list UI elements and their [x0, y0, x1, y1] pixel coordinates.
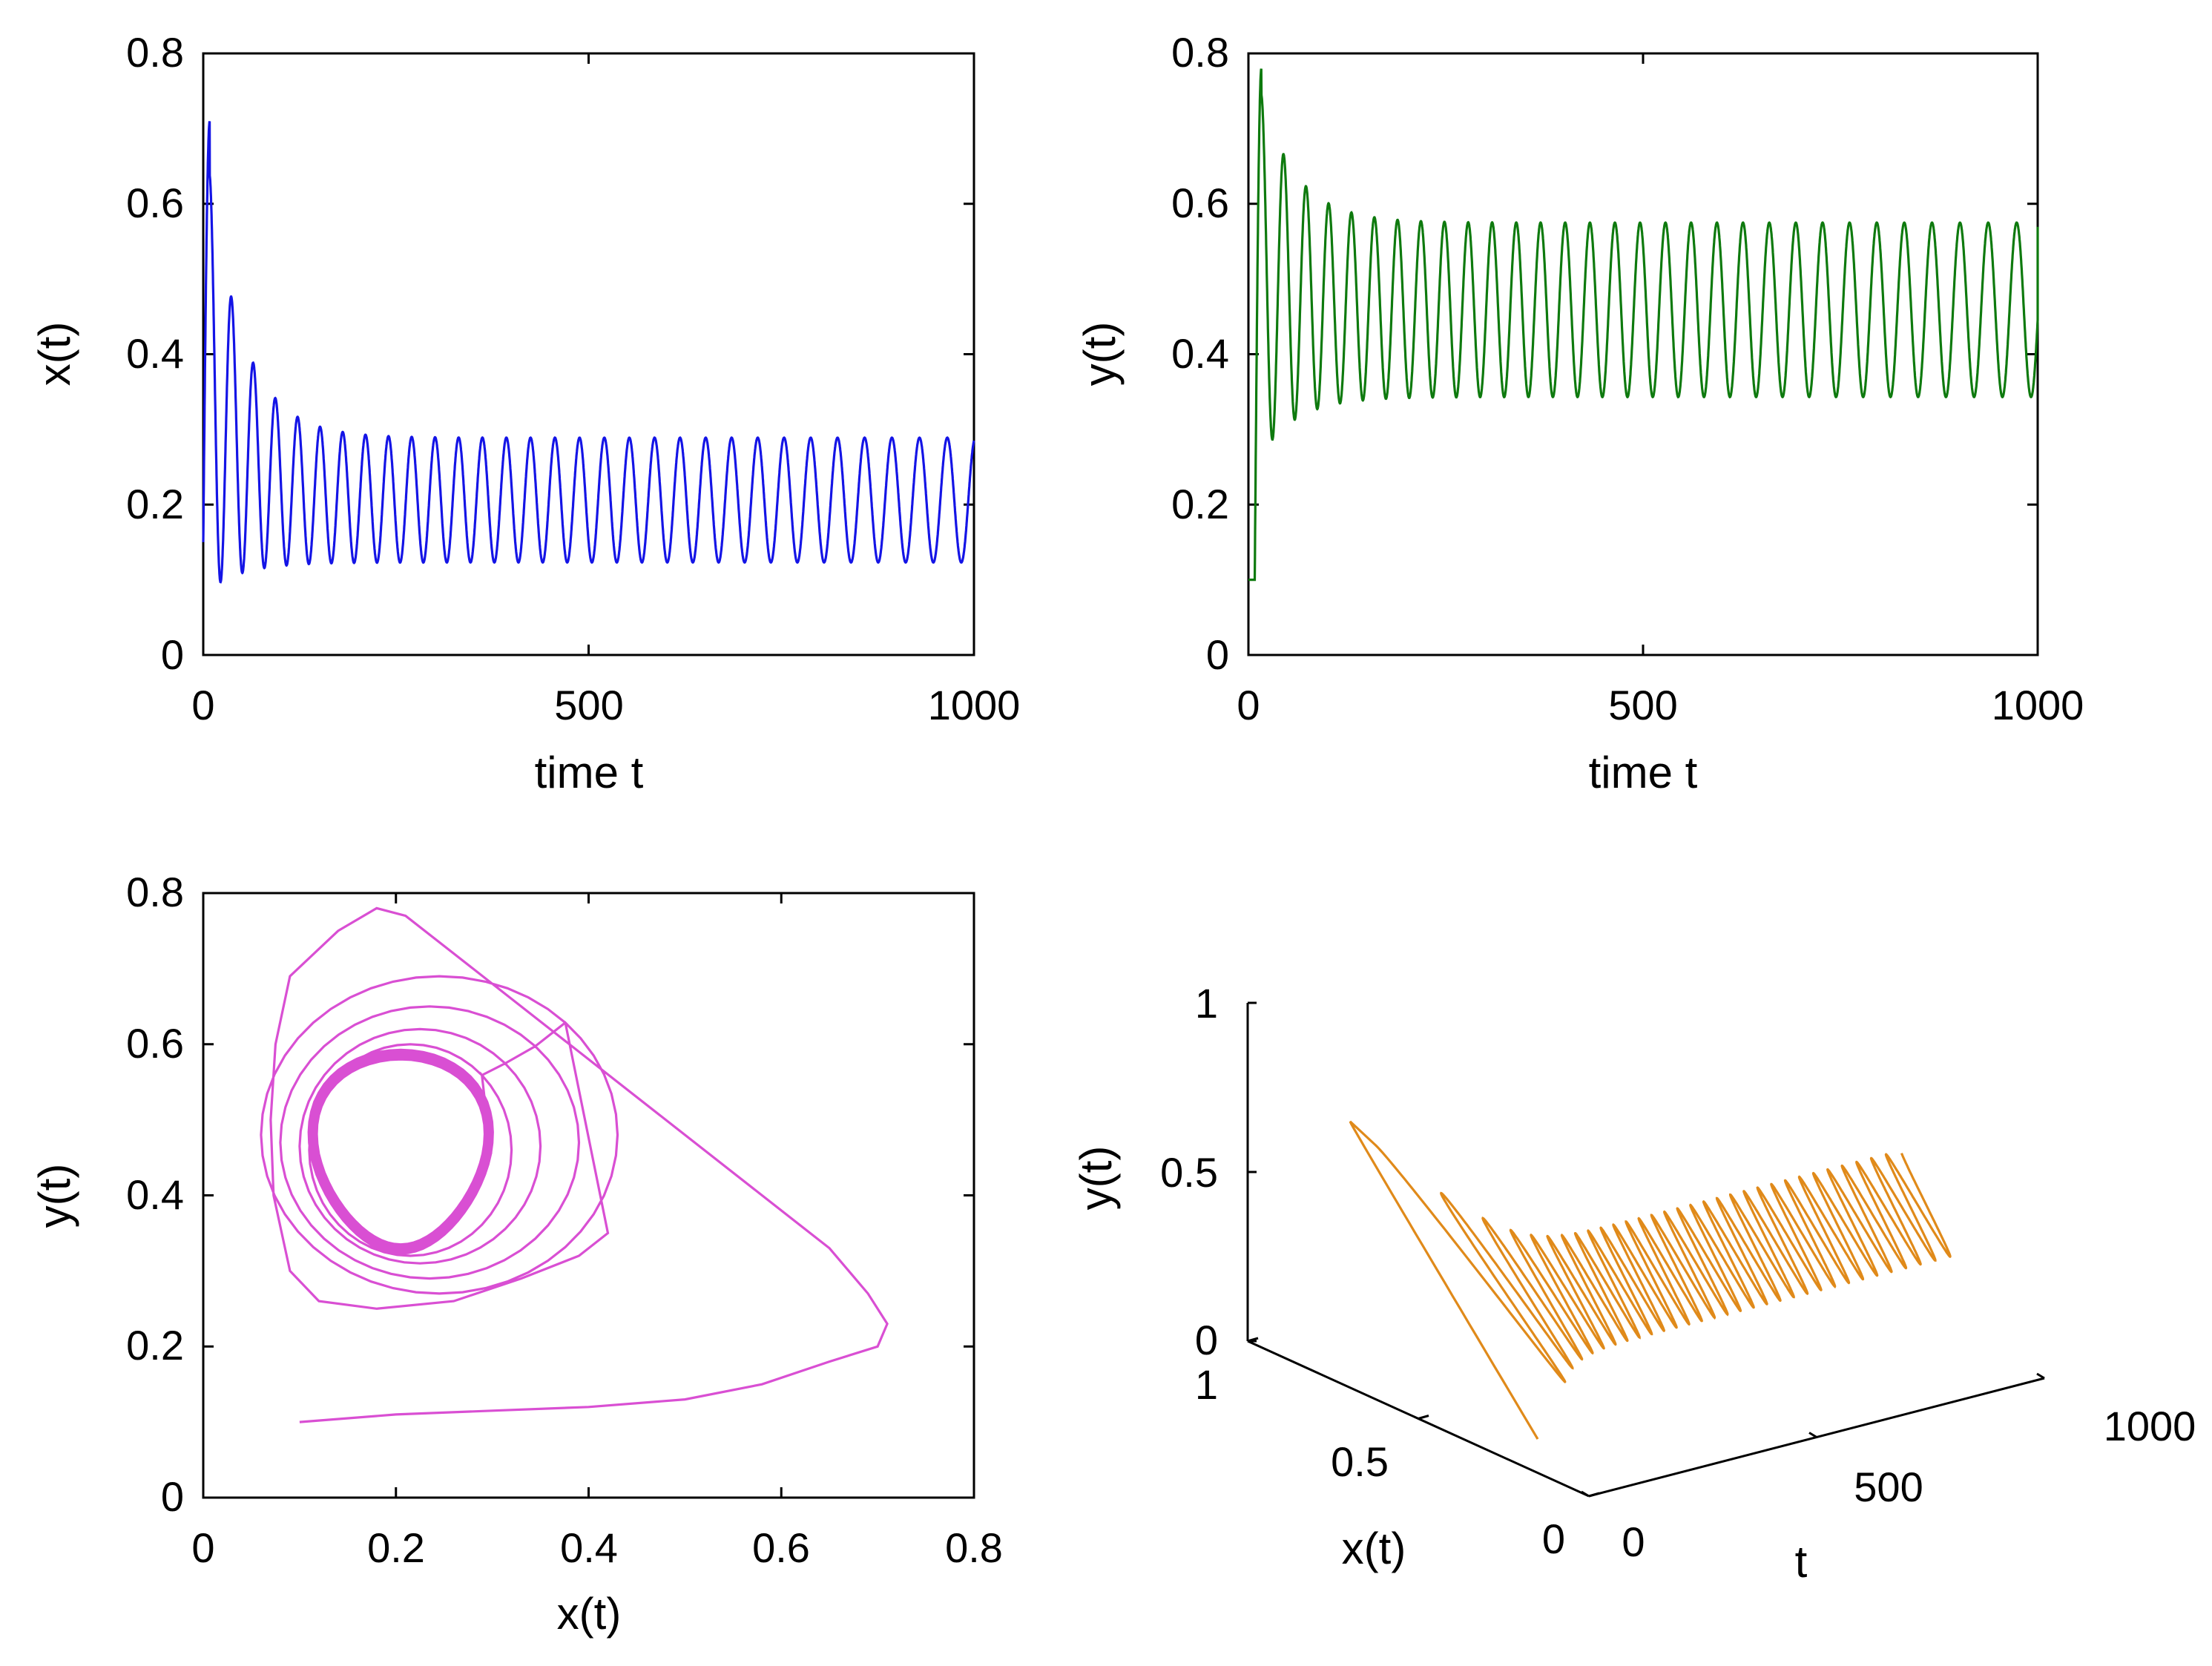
- y-series-line: [1248, 68, 2039, 582]
- x-series-line: [202, 121, 975, 584]
- y-axis-label: y(t): [30, 1164, 79, 1228]
- y-tick-label: 0.6: [126, 180, 184, 226]
- tick-mark: [1808, 1432, 1817, 1438]
- y-tick-label: 0.2: [126, 1322, 184, 1369]
- x-tick-label: 0.6: [752, 1524, 810, 1571]
- x-tick-label: 0.2: [367, 1524, 425, 1571]
- t-tick-label: 1000: [2104, 1403, 2196, 1449]
- tick-mark: [1418, 1415, 1429, 1420]
- x-tick-label: 0: [191, 682, 214, 728]
- y-tick-label: 0.8: [1171, 29, 1229, 76]
- x-tick-label: 1000: [928, 682, 1021, 728]
- y-tick-label: 0.8: [126, 869, 184, 915]
- x-tick-label: 0.4: [560, 1524, 618, 1571]
- t-tick-label: 500: [1854, 1463, 1923, 1510]
- phase-trajectory-line: [260, 906, 889, 1423]
- x-tick-label: 500: [554, 682, 623, 728]
- panel-phase-portrait: 0.8 0.6 0.4 0.2 0 0 0.2 0.4 0.6 0.8 x(t)…: [30, 869, 1003, 1639]
- x-tick-label: 0: [1237, 682, 1260, 728]
- x-tick-label: 0.5: [1331, 1438, 1389, 1485]
- x-axis-label: time t: [1589, 748, 1698, 797]
- tick-mark: [1588, 1492, 1600, 1498]
- y-tick-label: 0.4: [126, 330, 184, 377]
- x-tick-label: 1000: [1992, 682, 2084, 728]
- t-axis-label: t: [1795, 1537, 1808, 1587]
- tick-marks: [202, 892, 975, 1499]
- y-tick-label: 0: [1206, 631, 1229, 678]
- panel-y-vs-time: 0.8 0.6 0.4 0.2 0 0 500 1000 time t y(t): [1075, 29, 2084, 797]
- plot-frame: [202, 52, 975, 656]
- y-tick-label: 0.8: [126, 29, 184, 76]
- x-axis-label: x(t): [1342, 1524, 1406, 1573]
- y-axis-label: x(t): [30, 322, 79, 386]
- y-tick-label: 0.6: [1171, 180, 1229, 226]
- y-tick-label: 0.4: [1171, 330, 1229, 377]
- tick-mark: [1581, 1490, 1590, 1498]
- tick-mark: [2036, 1372, 2045, 1380]
- 3d-trajectory-line: [1349, 1120, 1952, 1440]
- y-tick-label: 0: [1195, 1317, 1218, 1363]
- y-tick-label: 0.2: [1171, 481, 1229, 527]
- t-tick-label: 0: [1622, 1518, 1645, 1565]
- y-tick-label: 0.6: [126, 1020, 184, 1067]
- y-axis-label: y(t): [1075, 322, 1125, 386]
- panel-3d-trajectory: 1 0.5 0 1 0.5 0 0 500 1000 x(t) t y(t): [1071, 980, 2196, 1587]
- y-tick-label: 0: [161, 631, 184, 678]
- tick-marks: [1247, 1001, 2045, 1498]
- y-tick-label: 0: [161, 1473, 184, 1520]
- panel-x-vs-time: 0.8 0.6 0.4 0.2 0 0 500 1000 time t x(t): [30, 29, 1020, 797]
- x-tick-label: 0: [191, 1524, 214, 1571]
- x-tick-label: 500: [1608, 682, 1677, 728]
- y-tick-label: 0.2: [126, 481, 184, 527]
- y-tick-label: 0.5: [1160, 1149, 1218, 1196]
- y-tick-label: 1: [1195, 980, 1218, 1027]
- tick-marks: [202, 52, 975, 656]
- x-tick-label: 0: [1542, 1515, 1565, 1562]
- x-axis-label: time t: [535, 748, 644, 797]
- x-axis-label: x(t): [557, 1589, 622, 1639]
- y-tick-label: 0.4: [126, 1171, 184, 1218]
- x-tick-label: 0.8: [945, 1524, 1003, 1571]
- y-axis-label: y(t): [1071, 1146, 1121, 1211]
- x-tick-label: 1: [1195, 1361, 1218, 1408]
- tick-mark: [1247, 1337, 1259, 1343]
